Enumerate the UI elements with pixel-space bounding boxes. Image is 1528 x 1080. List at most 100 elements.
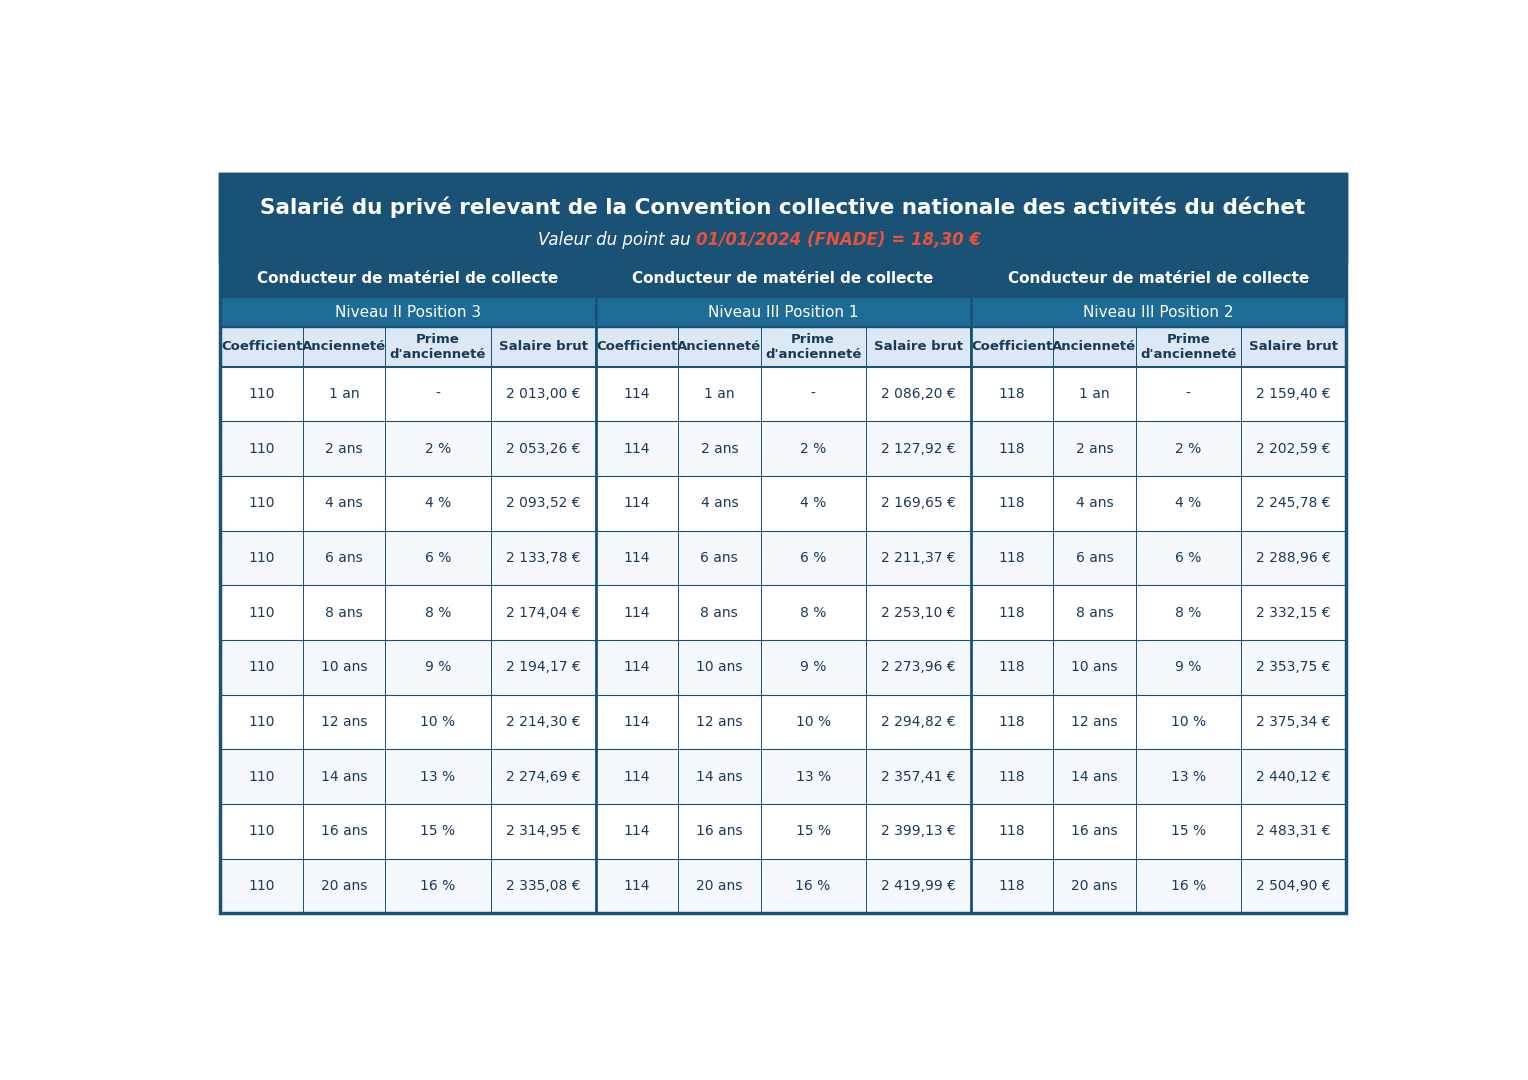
Bar [220,476,596,530]
Text: 15 %: 15 % [420,824,455,838]
Bar [220,174,1346,260]
Text: 2 053,26 €: 2 053,26 € [506,442,581,456]
Text: 4 ans: 4 ans [1076,497,1114,511]
Text: 118: 118 [999,387,1025,401]
Text: Valeur du point au: Valeur du point au [538,231,695,248]
Text: 110: 110 [249,661,275,674]
Text: 2 357,41 €: 2 357,41 € [880,770,955,784]
Text: 118: 118 [999,442,1025,456]
Bar [596,859,970,914]
Text: 10 %: 10 % [420,715,455,729]
Bar [970,367,1346,421]
Text: 2 288,96 €: 2 288,96 € [1256,551,1331,565]
Bar [596,694,970,750]
Text: 8 %: 8 % [425,606,451,620]
Bar [220,421,596,476]
Text: 2 483,31 €: 2 483,31 € [1256,824,1331,838]
Bar [220,297,596,327]
Text: 2 245,78 €: 2 245,78 € [1256,497,1331,511]
Text: 4 ans: 4 ans [325,497,364,511]
Text: 2 013,00 €: 2 013,00 € [506,387,581,401]
Text: Niveau II Position 3: Niveau II Position 3 [335,305,481,320]
Text: 8 %: 8 % [1175,606,1201,620]
Text: 2 314,95 €: 2 314,95 € [506,824,581,838]
Text: 2 440,12 €: 2 440,12 € [1256,770,1331,784]
Text: 2 399,13 €: 2 399,13 € [880,824,955,838]
Bar [970,694,1346,750]
Text: 6 %: 6 % [801,551,827,565]
Bar [220,174,1346,914]
Text: 13 %: 13 % [420,770,455,784]
Text: -: - [1186,387,1190,401]
Text: 16 ans: 16 ans [697,824,743,838]
Text: Ancienneté: Ancienneté [303,340,387,353]
Bar [970,585,1346,640]
Text: -: - [435,387,440,401]
Text: 16 %: 16 % [1170,879,1206,893]
Text: 118: 118 [999,824,1025,838]
Text: 16 %: 16 % [420,879,455,893]
Text: 12 ans: 12 ans [697,715,743,729]
Bar [970,750,1346,805]
Text: 110: 110 [249,606,275,620]
Text: 110: 110 [249,715,275,729]
Text: 118: 118 [999,715,1025,729]
Bar [596,297,970,327]
Bar [596,805,970,859]
Bar [596,367,970,421]
Text: Coefficient: Coefficient [596,340,677,353]
Text: Salaire brut: Salaire brut [874,340,963,353]
Text: 2 ans: 2 ans [1076,442,1114,456]
Text: Conducteur de matériel de collecte: Conducteur de matériel de collecte [1007,271,1309,286]
Bar [220,694,596,750]
Text: 2 133,78 €: 2 133,78 € [506,551,581,565]
Text: 20 ans: 20 ans [697,879,743,893]
Bar [970,421,1346,476]
Text: 114: 114 [623,606,649,620]
Text: Prime
d'ancienneté: Prime d'ancienneté [1140,333,1236,361]
Text: 10 ans: 10 ans [321,661,367,674]
Text: 1 an: 1 an [704,387,735,401]
Text: 2 211,37 €: 2 211,37 € [880,551,955,565]
Text: 20 ans: 20 ans [321,879,367,893]
Text: 2 %: 2 % [1175,442,1201,456]
Text: 110: 110 [249,387,275,401]
Text: 2 253,10 €: 2 253,10 € [880,606,955,620]
Text: Prime
d'ancienneté: Prime d'ancienneté [390,333,486,361]
Text: 110: 110 [249,824,275,838]
Text: 110: 110 [249,497,275,511]
Text: 2 194,17 €: 2 194,17 € [506,661,581,674]
Bar [220,585,596,640]
Bar [596,260,970,297]
Text: 2 214,30 €: 2 214,30 € [506,715,581,729]
Text: 9 %: 9 % [1175,661,1201,674]
Text: Coefficient: Coefficient [222,340,303,353]
Text: 2 ans: 2 ans [325,442,364,456]
Text: 4 %: 4 % [801,497,827,511]
Text: 12 ans: 12 ans [321,715,367,729]
Text: 16 %: 16 % [796,879,831,893]
Bar [970,859,1346,914]
Bar [220,367,596,421]
Text: 110: 110 [249,551,275,565]
Text: Salaire brut: Salaire brut [498,340,588,353]
Bar [596,421,970,476]
Text: Salarié du privé relevant de la Convention collective nationale des activités du: Salarié du privé relevant de la Conventi… [260,197,1306,218]
Text: 114: 114 [623,387,649,401]
Text: 2 %: 2 % [425,442,451,456]
Text: 8 %: 8 % [801,606,827,620]
Text: 14 ans: 14 ans [1071,770,1117,784]
Text: Niveau III Position 2: Niveau III Position 2 [1083,305,1233,320]
Text: 2 093,52 €: 2 093,52 € [506,497,581,511]
Text: 9 %: 9 % [425,661,451,674]
Text: 15 %: 15 % [1170,824,1206,838]
Text: 2 419,99 €: 2 419,99 € [880,879,955,893]
Text: 14 ans: 14 ans [321,770,367,784]
Text: 8 ans: 8 ans [700,606,738,620]
Text: 114: 114 [623,442,649,456]
Text: 14 ans: 14 ans [697,770,743,784]
Text: 10 ans: 10 ans [1071,661,1117,674]
Text: 110: 110 [249,770,275,784]
Bar [596,530,970,585]
Text: 6 ans: 6 ans [1076,551,1114,565]
